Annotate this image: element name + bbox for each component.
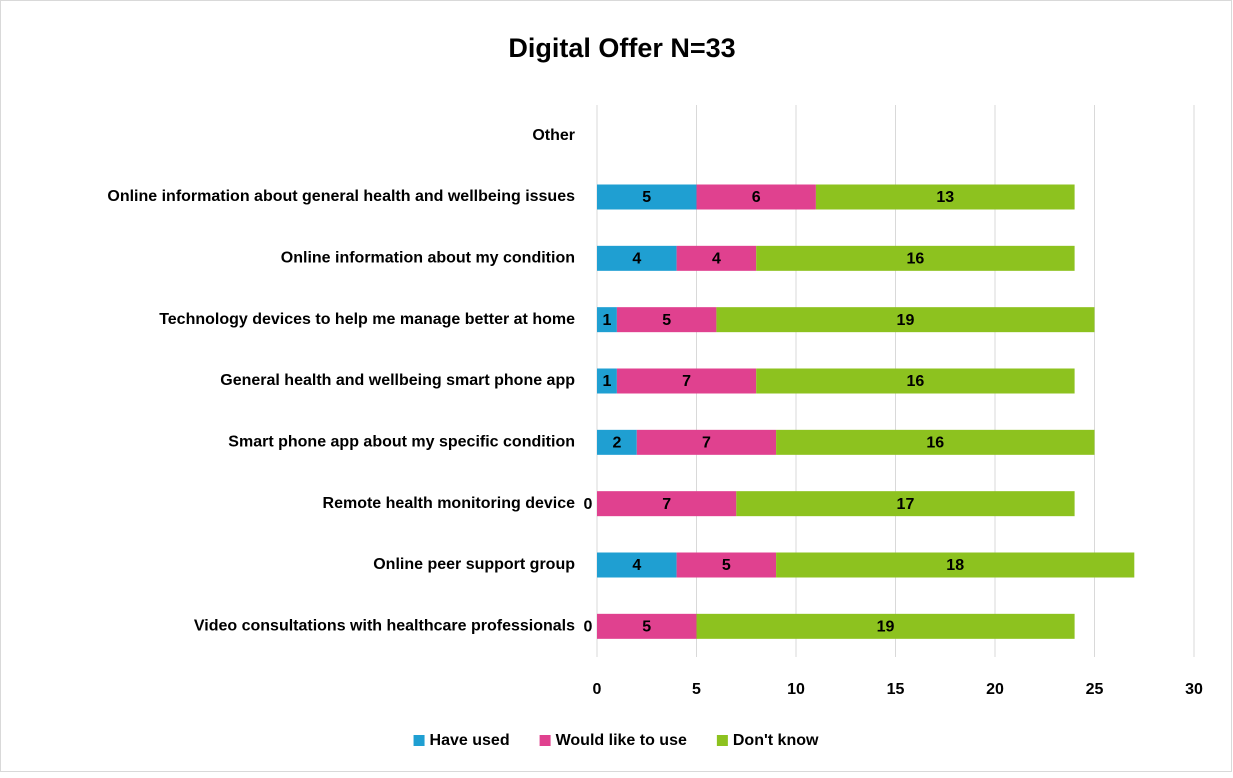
data-label: 4	[712, 251, 721, 268]
legend-label: Have used	[430, 732, 510, 749]
x-tick-label: 5	[692, 681, 701, 698]
data-label: 7	[682, 373, 691, 390]
data-label: 16	[907, 373, 925, 390]
data-label: 5	[642, 189, 651, 206]
legend-swatch	[413, 735, 425, 746]
bar-segment	[736, 491, 1075, 517]
y-tick-label: General health and wellbeing smart phone…	[220, 372, 575, 389]
x-tick-label: 30	[1185, 681, 1203, 698]
y-tick-label: Video consultations with healthcare prof…	[194, 618, 575, 635]
legend-item: Don't know	[716, 732, 819, 749]
bar-segment	[756, 245, 1075, 271]
bar-segment	[597, 429, 637, 455]
bar-segment	[597, 552, 677, 578]
data-label: 18	[946, 557, 964, 574]
y-tick-label: Technology devices to help me manage bet…	[159, 311, 575, 328]
bar-segment	[616, 368, 757, 394]
bar-segment	[776, 552, 1135, 578]
bar-segment	[696, 184, 816, 210]
bar-segment	[716, 307, 1095, 333]
y-tick-label: Online information about general health …	[107, 188, 575, 205]
bar-segment	[597, 307, 617, 333]
legend-swatch	[539, 735, 551, 746]
x-tick-label: 10	[787, 681, 805, 698]
legend-label: Would like to use	[556, 732, 687, 749]
bar-segment	[597, 184, 697, 210]
bar-segment	[696, 613, 1075, 639]
data-label: 19	[877, 619, 895, 636]
legend-item: Have used	[413, 732, 510, 749]
legend-label: Don't know	[733, 732, 819, 749]
y-tick-label: Other	[532, 127, 575, 144]
data-label: 19	[897, 312, 915, 329]
data-label: 1	[602, 373, 611, 390]
bar-segment	[815, 184, 1075, 210]
x-tick-label: 20	[986, 681, 1004, 698]
y-tick-label: Online information about my condition	[281, 250, 575, 267]
bar-segment	[597, 245, 677, 271]
data-label: 16	[926, 435, 944, 452]
data-label: 7	[702, 435, 711, 452]
legend-item: Would like to use	[539, 732, 687, 749]
data-label: 17	[897, 496, 915, 513]
bar-segment	[776, 429, 1095, 455]
data-label: 2	[612, 435, 621, 452]
bar-segment	[756, 368, 1075, 394]
bar-segment	[676, 245, 757, 271]
x-tick-label: 25	[1086, 681, 1104, 698]
data-label: 4	[632, 251, 641, 268]
data-label: 6	[752, 189, 761, 206]
data-label: 13	[936, 189, 954, 206]
y-tick-label: Smart phone app about my specific condit…	[228, 434, 575, 451]
bar-segment	[636, 429, 777, 455]
data-label: 5	[642, 619, 651, 636]
data-label: 0	[584, 496, 593, 513]
y-tick-label: Online peer support group	[373, 556, 575, 573]
x-tick-label: 15	[887, 681, 905, 698]
bar-segment	[676, 552, 777, 578]
bar-segment	[597, 368, 617, 394]
x-tick-label: 0	[593, 681, 602, 698]
data-label: 5	[722, 557, 731, 574]
bar-segment	[597, 613, 697, 639]
data-label: 0	[584, 619, 593, 636]
data-label: 7	[662, 496, 671, 513]
bar-segment	[616, 307, 717, 333]
data-label: 4	[632, 557, 641, 574]
legend-swatch	[716, 735, 728, 746]
data-label: 5	[662, 312, 671, 329]
data-label: 16	[907, 251, 925, 268]
bar-segment	[597, 491, 737, 517]
data-label: 1	[602, 312, 611, 329]
chart-title: Digital Offer N=33	[508, 33, 735, 63]
y-tick-label: Remote health monitoring device	[323, 495, 576, 512]
